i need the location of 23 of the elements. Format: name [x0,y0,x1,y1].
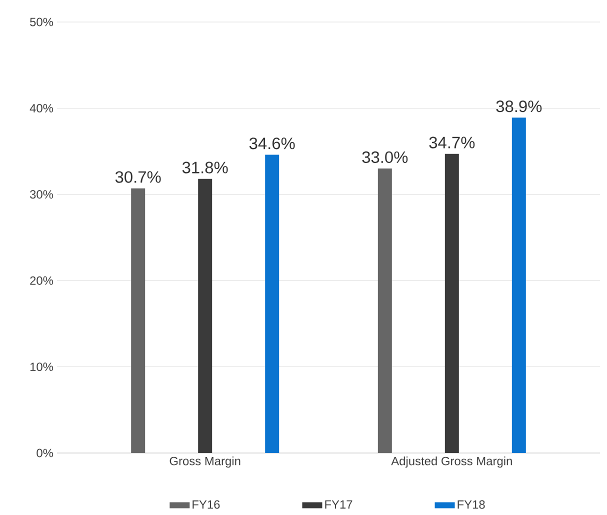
y-tick-label: 0% [36,448,54,458]
legend-label: FY18 [458,500,485,509]
x-tick-label: Adjusted Gross Margin [391,456,512,468]
data-label: 30.7% [115,171,161,183]
legend-label: FY17 [325,500,352,509]
data-label: 31.8% [182,162,228,174]
bar [265,154,280,453]
legend-label: FY16 [192,500,220,509]
data-label: 33.0% [362,151,408,164]
bar [512,118,526,453]
bar [198,178,212,453]
y-tick-label: 10% [30,362,54,372]
y-tick-label: 30% [30,190,54,199]
y-tick-label: 50% [30,18,54,26]
data-label: 38.9% [496,100,542,112]
x-tick-label: Gross Margin [170,456,240,468]
bar [131,188,146,453]
y-tick-label: 20% [30,276,54,285]
bar [378,168,392,453]
data-label: 34.6% [249,138,295,150]
data-label: 34.7% [429,136,475,148]
bar [444,154,459,453]
y-tick-label: 40% [30,104,54,112]
